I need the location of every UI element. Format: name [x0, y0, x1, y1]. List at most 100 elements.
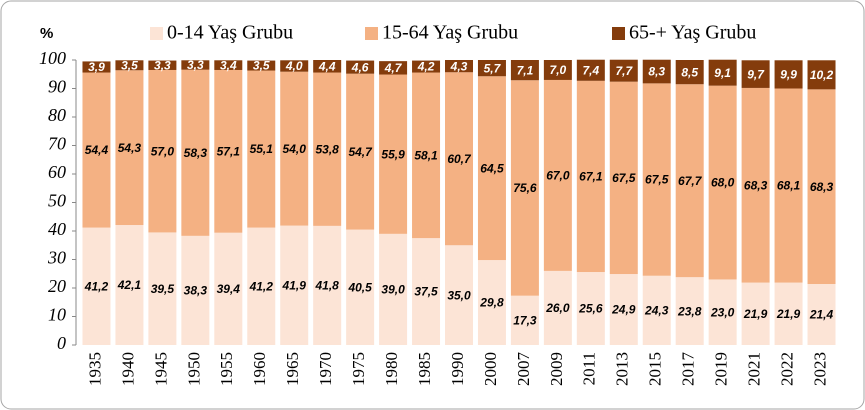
- bar-segment: [609, 274, 638, 345]
- x-tick-label: 1950: [184, 352, 203, 386]
- data-label: 67,1: [579, 170, 603, 184]
- data-label: 40,5: [347, 280, 372, 294]
- data-label: 42,1: [117, 278, 142, 292]
- data-label: 75,6: [513, 181, 537, 195]
- bar-segment: [346, 60, 375, 74]
- x-tick-label: 2009: [547, 352, 566, 386]
- data-label: 67,0: [546, 169, 570, 183]
- data-label: 21,4: [809, 308, 834, 322]
- y-tick-label: 50: [48, 191, 66, 211]
- data-label: 54,0: [283, 142, 307, 156]
- bar-segment: [642, 275, 671, 345]
- data-label: 5,7: [484, 61, 502, 75]
- data-label: 21,9: [743, 307, 768, 321]
- y-tick-label: 40: [48, 219, 66, 239]
- y-tick-label: 70: [48, 134, 66, 154]
- data-label: 9,7: [747, 67, 765, 81]
- data-label: 7,1: [517, 63, 534, 77]
- bar-segment: [609, 81, 638, 275]
- data-label: 41,9: [282, 278, 307, 292]
- bar-segment: [346, 73, 375, 230]
- bar-segment: [412, 238, 441, 345]
- bar-segment: [510, 60, 539, 81]
- bar-segment: [82, 61, 111, 73]
- bar-segment: [148, 60, 177, 70]
- data-label: 54,4: [85, 143, 109, 157]
- bar-segment: [807, 60, 836, 90]
- x-tick-label: 2019: [712, 352, 731, 386]
- data-label: 55,9: [381, 147, 405, 161]
- x-tick-label: 2023: [810, 352, 829, 386]
- bar-segment: [510, 295, 539, 345]
- y-tick-label: 30: [47, 248, 66, 268]
- bar-segment: [247, 227, 276, 345]
- y-axis-label: %: [40, 25, 53, 42]
- y-tick-label: 80: [48, 105, 66, 125]
- x-tick-label: 1975: [349, 352, 368, 386]
- data-label: 7,0: [550, 63, 567, 77]
- bar-segment: [609, 59, 638, 82]
- bar-segment: [115, 60, 144, 71]
- bar-segment: [412, 72, 441, 239]
- bar-segment: [807, 89, 836, 285]
- data-label: 53,8: [315, 142, 339, 156]
- y-tick-label: 0: [57, 333, 66, 353]
- y-tick-label: 90: [48, 77, 66, 97]
- x-tick-label: 1980: [382, 352, 401, 386]
- bar-segment: [807, 284, 836, 345]
- legend-swatch: [365, 27, 378, 40]
- data-label: 3,3: [187, 58, 204, 72]
- bar-segment: [115, 225, 144, 345]
- data-label: 10,2: [810, 68, 834, 82]
- x-tick-label: 2022: [777, 352, 796, 386]
- data-label: 4,2: [417, 60, 435, 74]
- x-tick-label: 1960: [250, 352, 269, 386]
- data-label: 26,0: [545, 301, 570, 315]
- data-label: 23,8: [677, 304, 702, 318]
- data-label: 41,2: [84, 279, 109, 293]
- data-label: 4,6: [351, 60, 369, 74]
- bar-segment: [412, 60, 441, 73]
- bar-segment: [214, 60, 243, 70]
- data-label: 3,5: [121, 58, 138, 72]
- data-label: 4,0: [285, 59, 303, 73]
- bar-segment: [445, 60, 473, 73]
- data-label: 4,3: [450, 59, 468, 73]
- x-tick-label: 1945: [151, 352, 170, 386]
- y-tick-label: 100: [39, 48, 66, 68]
- bar-segment: [148, 232, 177, 345]
- data-label: 7,4: [582, 63, 599, 77]
- data-label: 3,3: [154, 58, 171, 72]
- y-tick-label: 20: [48, 276, 66, 296]
- bar-segment: [642, 59, 671, 84]
- x-tick-label: 2000: [481, 352, 500, 386]
- bar-segment: [247, 60, 276, 71]
- data-label: 37,5: [414, 285, 438, 299]
- bar-segment: [708, 59, 737, 86]
- data-label: 57,1: [217, 145, 241, 159]
- legend-label: 0-14 Yaş Grubu: [167, 22, 293, 44]
- legend-label: 15-64 Yaş Grubu: [382, 22, 518, 44]
- bar-segment: [477, 76, 506, 261]
- data-label: 58,3: [184, 146, 208, 160]
- data-label: 68,3: [744, 178, 768, 192]
- x-tick-label: 1970: [316, 352, 335, 386]
- bar-segment: [181, 235, 210, 345]
- bar-segment: [642, 83, 671, 276]
- data-label: 23,0: [710, 305, 735, 319]
- bar-segment: [543, 60, 572, 80]
- data-label: 58,1: [414, 149, 438, 163]
- bar-segment: [214, 69, 243, 233]
- bar-segment: [379, 61, 408, 75]
- bar-segment: [181, 69, 210, 236]
- legend-swatch: [150, 27, 163, 40]
- bar-segment: [741, 60, 770, 88]
- legend-swatch: [612, 27, 625, 40]
- bar-segment: [280, 71, 309, 226]
- data-label: 39,0: [381, 283, 405, 297]
- bar-segment: [280, 60, 309, 72]
- x-tick-label: 2011: [580, 352, 599, 385]
- data-label: 39,5: [151, 282, 175, 296]
- data-label: 68,1: [777, 179, 801, 193]
- data-label: 68,3: [810, 180, 834, 194]
